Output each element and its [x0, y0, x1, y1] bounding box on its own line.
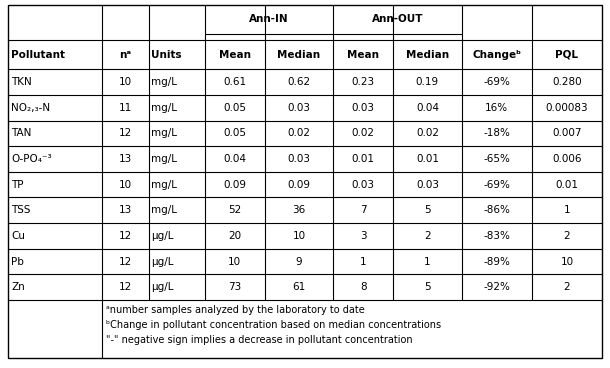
Text: -83%: -83% [483, 231, 510, 241]
Text: 0.09: 0.09 [223, 180, 246, 190]
Text: TAN: TAN [11, 128, 31, 138]
Text: Mean: Mean [219, 50, 251, 60]
Text: 73: 73 [228, 282, 242, 292]
Text: O-PO₄⁻³: O-PO₄⁻³ [11, 154, 52, 164]
Text: Ann-OUT: Ann-OUT [371, 14, 423, 24]
Text: 7: 7 [360, 205, 367, 215]
Text: 1: 1 [564, 205, 570, 215]
Text: Pollutant: Pollutant [11, 50, 65, 60]
Text: 13: 13 [119, 205, 132, 215]
Text: 13: 13 [119, 154, 132, 164]
Text: 0.01: 0.01 [556, 180, 578, 190]
Text: 0.280: 0.280 [552, 77, 582, 87]
Text: -86%: -86% [483, 205, 510, 215]
Text: Zn: Zn [11, 282, 25, 292]
Text: Units: Units [151, 50, 182, 60]
Text: 52: 52 [228, 205, 242, 215]
Text: 0.007: 0.007 [552, 128, 582, 138]
Text: 10: 10 [292, 231, 306, 241]
Text: 10: 10 [119, 77, 132, 87]
Text: 61: 61 [292, 282, 306, 292]
Text: 1: 1 [360, 256, 367, 266]
Text: 0.62: 0.62 [287, 77, 310, 87]
Text: 0.09: 0.09 [287, 180, 310, 190]
Text: mg/L: mg/L [151, 77, 178, 87]
Text: PQL: PQL [556, 50, 578, 60]
Text: 0.03: 0.03 [287, 103, 310, 113]
Text: 0.04: 0.04 [416, 103, 439, 113]
Text: NO₂,₃-N: NO₂,₃-N [11, 103, 50, 113]
Text: 0.01: 0.01 [416, 154, 439, 164]
Text: 0.05: 0.05 [223, 128, 246, 138]
Text: mg/L: mg/L [151, 128, 178, 138]
Text: 36: 36 [292, 205, 306, 215]
Text: µg/L: µg/L [151, 256, 174, 266]
Text: 1: 1 [424, 256, 431, 266]
Text: 0.006: 0.006 [552, 154, 582, 164]
Text: 0.61: 0.61 [223, 77, 246, 87]
Text: -92%: -92% [483, 282, 510, 292]
Text: 0.04: 0.04 [223, 154, 246, 164]
Text: 12: 12 [119, 282, 132, 292]
Text: Median: Median [278, 50, 321, 60]
Text: 3: 3 [360, 231, 367, 241]
Text: 0.03: 0.03 [287, 154, 310, 164]
Text: mg/L: mg/L [151, 154, 178, 164]
Text: 0.03: 0.03 [352, 103, 375, 113]
Text: Cu: Cu [11, 231, 25, 241]
Text: nᵃ: nᵃ [120, 50, 132, 60]
Text: 0.03: 0.03 [352, 180, 375, 190]
Text: 0.02: 0.02 [416, 128, 439, 138]
Text: 8: 8 [360, 282, 367, 292]
Text: 5: 5 [424, 282, 431, 292]
Text: µg/L: µg/L [151, 231, 174, 241]
Text: 0.02: 0.02 [287, 128, 310, 138]
Text: 20: 20 [228, 231, 242, 241]
Text: 16%: 16% [485, 103, 508, 113]
Text: ᵃnumber samples analyzed by the laboratory to date: ᵃnumber samples analyzed by the laborato… [106, 305, 365, 315]
Text: -18%: -18% [483, 128, 510, 138]
Text: 12: 12 [119, 256, 132, 266]
Text: 0.23: 0.23 [351, 77, 375, 87]
Text: µg/L: µg/L [151, 282, 174, 292]
Text: 2: 2 [424, 231, 431, 241]
Text: 10: 10 [228, 256, 242, 266]
Text: 2: 2 [564, 282, 570, 292]
Text: Changeᵇ: Changeᵇ [472, 50, 521, 60]
Text: 10: 10 [119, 180, 132, 190]
Text: TKN: TKN [11, 77, 32, 87]
Text: 0.01: 0.01 [352, 154, 375, 164]
Text: 0.19: 0.19 [416, 77, 439, 87]
Text: mg/L: mg/L [151, 103, 178, 113]
Text: "-" negative sign implies a decrease in pollutant concentration: "-" negative sign implies a decrease in … [106, 336, 413, 346]
Text: 12: 12 [119, 231, 132, 241]
Text: 0.05: 0.05 [223, 103, 246, 113]
Text: -65%: -65% [483, 154, 510, 164]
Text: Pb: Pb [11, 256, 24, 266]
Text: 0.00083: 0.00083 [545, 103, 588, 113]
Text: ᵇChange in pollutant concentration based on median concentrations: ᵇChange in pollutant concentration based… [106, 320, 441, 330]
Text: 12: 12 [119, 128, 132, 138]
Text: -89%: -89% [483, 256, 510, 266]
Text: 0.02: 0.02 [352, 128, 375, 138]
Text: -69%: -69% [483, 77, 510, 87]
Text: Ann-IN: Ann-IN [249, 14, 289, 24]
Text: 5: 5 [424, 205, 431, 215]
Text: TSS: TSS [11, 205, 30, 215]
Text: 0.03: 0.03 [416, 180, 439, 190]
Text: 11: 11 [119, 103, 132, 113]
Text: mg/L: mg/L [151, 180, 178, 190]
Text: -69%: -69% [483, 180, 510, 190]
Text: 10: 10 [561, 256, 573, 266]
Text: TP: TP [11, 180, 24, 190]
Text: Mean: Mean [347, 50, 379, 60]
Text: mg/L: mg/L [151, 205, 178, 215]
Text: 2: 2 [564, 231, 570, 241]
Text: 9: 9 [296, 256, 303, 266]
Text: Median: Median [406, 50, 449, 60]
